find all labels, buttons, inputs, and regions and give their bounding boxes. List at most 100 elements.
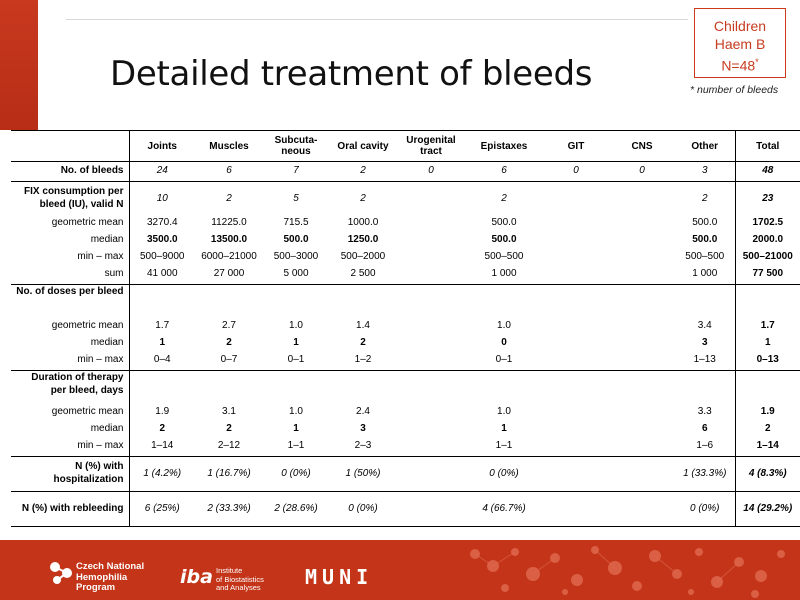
table-cell: [129, 285, 195, 318]
table-cell: 6000–21000: [201, 251, 257, 262]
table-cell: 1: [501, 423, 507, 434]
table-cell: 2: [159, 423, 166, 434]
table-cell: [609, 265, 675, 285]
badge-mark: *: [755, 57, 759, 67]
table-cell: [329, 371, 397, 404]
table-cell: 6: [195, 161, 263, 182]
header-row: Joints Muscles Subcuta-neous Oral cavity Uro…: [11, 130, 800, 162]
table-cell: 2: [226, 423, 232, 434]
table-cell: 0: [501, 337, 507, 348]
table-cell: 1–6: [675, 437, 735, 457]
row-label: geometric mean: [11, 403, 130, 420]
table-cell: [397, 231, 465, 248]
table-cell: 3: [701, 337, 708, 348]
column-header: Other: [675, 130, 735, 162]
table-cell: [609, 182, 675, 215]
table-cell: 5: [293, 192, 299, 204]
table-cell: [609, 285, 675, 318]
table-cell: 1.0: [289, 320, 303, 331]
table-cell: 0–1: [263, 351, 329, 371]
table-cell: [465, 285, 543, 318]
column-header: Total: [734, 130, 800, 162]
table-cell: [397, 265, 465, 285]
header-corner: [11, 130, 130, 162]
row-label: median: [11, 231, 130, 248]
table-cell: [397, 317, 465, 334]
table-cell: 23: [734, 181, 800, 214]
table-cell: 500–21000: [734, 248, 800, 265]
table-cell: 2–3: [329, 437, 397, 457]
decorative-dots: [470, 546, 785, 598]
iba-line: of Biostatistics: [216, 574, 264, 584]
table-row: N (%) with rebleeding 6 (25%) 2 (33.3%) 2 (…: [11, 491, 800, 527]
bleeds-table: Joints Muscles Subcuta-neous Oral cavity Uro…: [11, 130, 800, 527]
iba-logo: iba: [180, 566, 213, 588]
row-label: sum: [11, 265, 130, 285]
table-cell: 2000.0: [734, 231, 800, 248]
iba-logo-text: Institute of Biostatistics and Analyses: [216, 566, 264, 593]
table-cell: [263, 285, 329, 318]
table-cell: [397, 456, 465, 492]
table-cell: [543, 491, 609, 527]
table-cell: [609, 456, 675, 492]
table-cell: 0 (0%): [675, 491, 735, 527]
table-cell: 3: [360, 423, 366, 434]
table-cell: 1–1: [263, 437, 329, 457]
column-header: Joints: [129, 130, 195, 162]
table-cell: [609, 214, 675, 231]
table-cell: [734, 370, 800, 403]
table-cell: [734, 284, 800, 317]
table-cell: 10: [156, 192, 168, 204]
table-cell: 500.0: [692, 234, 718, 245]
table-cell: 3: [675, 161, 735, 182]
cnhp-logo-text: Czech National Hemophilia Program: [76, 561, 144, 594]
table-cell: 1.9: [734, 403, 800, 420]
left-accent-bar: [0, 0, 38, 130]
table-cell: [543, 214, 609, 231]
table-cell: 1.7: [155, 320, 170, 331]
table-cell: 500–500: [685, 251, 725, 262]
table-cell: [609, 491, 675, 527]
table-cell: [397, 437, 465, 457]
row-label: geometric mean: [11, 317, 130, 334]
table-cell: 1 (16.7%): [195, 456, 263, 492]
table-cell: [543, 285, 609, 318]
table-cell: 2: [360, 337, 366, 348]
table-cell: [543, 351, 609, 371]
table-cell: [543, 371, 609, 404]
column-header: Subcuta-neous: [263, 130, 329, 162]
table-row: median 1 2 1 2 0 3 1: [11, 334, 800, 351]
table-cell: 1.7: [734, 317, 800, 334]
table-cell: 0 (0%): [465, 456, 543, 492]
table-cell: [543, 182, 609, 215]
table-cell: [609, 403, 675, 420]
table-cell: 3.1: [222, 406, 236, 417]
table-row: Duration of therapy per bleed, days: [11, 370, 800, 404]
table-cell: [397, 420, 465, 437]
row-label: No. of bleeds: [11, 161, 130, 182]
table-cell: [397, 285, 465, 318]
row-label: median: [11, 334, 130, 351]
table-row: min – max 0–4 0–7 0–1 1–2 0–1 1–13 0–13: [11, 351, 800, 371]
table-cell: 1–14: [129, 437, 195, 457]
table-cell: 1–14: [734, 437, 800, 457]
table-cell: 1: [734, 334, 800, 351]
table-cell: 500.0: [692, 217, 718, 228]
cohort-badge: Children Haem B N=48*: [694, 8, 786, 78]
badge-line1: Children: [713, 18, 767, 34]
table-cell: [397, 371, 465, 404]
table-row: min – max 500–9000 6000–21000 500–3000 500–2…: [11, 248, 800, 265]
table-cell: 1250.0: [347, 234, 379, 245]
table-cell: 500–500: [484, 251, 524, 262]
table-cell: [195, 285, 263, 318]
table-cell: 500.0: [491, 217, 517, 228]
table-cell: 1–2: [329, 351, 397, 371]
table-cell: 41 000: [129, 265, 195, 285]
table-cell: 500–9000: [140, 251, 185, 262]
table-cell: 0: [397, 161, 465, 182]
table-cell: 6: [701, 423, 708, 434]
badge-line2: Haem B: [714, 36, 766, 52]
table-cell: 1–1: [465, 437, 543, 457]
table-cell: 2.7: [222, 320, 236, 331]
table-cell: 1: [293, 423, 299, 434]
